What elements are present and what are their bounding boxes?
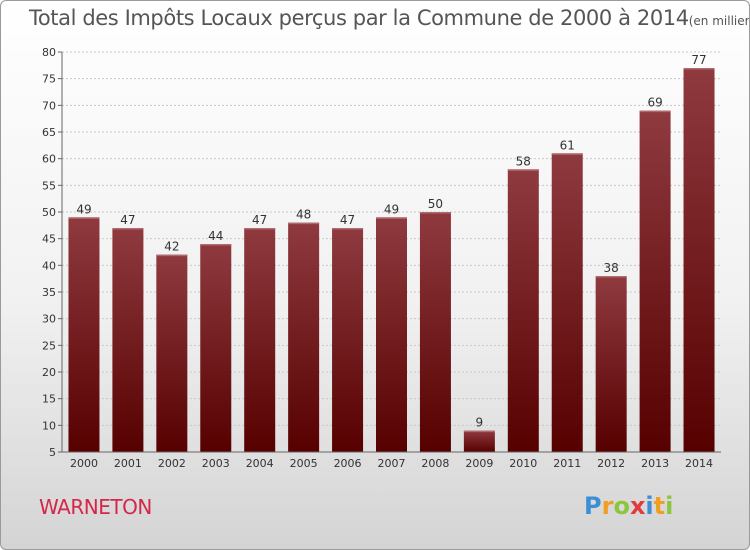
data-label: 44 (208, 229, 223, 243)
bar-highlight (376, 217, 407, 219)
y-tick-label: 35 (42, 286, 56, 299)
bar-2012 (595, 276, 627, 452)
bar-highlight (595, 276, 627, 278)
bar-2007 (376, 217, 407, 452)
bar-highlight (156, 254, 188, 257)
chart-title: Total des Impôts Locaux perçus par la Co… (29, 6, 750, 30)
x-tick-label: 2006 (334, 457, 362, 470)
y-tick-label: 55 (42, 179, 56, 192)
x-tick-label: 2002 (158, 457, 186, 470)
data-label: 38 (604, 261, 619, 275)
y-tick-label: 65 (42, 126, 56, 139)
bar-highlight (332, 228, 364, 230)
bar-2003 (200, 244, 232, 452)
data-label: 49 (384, 202, 399, 216)
commune-name: WARNETON (39, 495, 152, 519)
bar-highlight (639, 110, 671, 113)
proxiti-logo[interactable]: Proxiti (584, 492, 673, 520)
y-tick-label: 10 (42, 419, 56, 432)
logo-letter: o (613, 492, 630, 520)
logo-letter: t (653, 492, 666, 520)
data-label: 47 (120, 213, 135, 227)
bar-highlight (463, 430, 495, 433)
bar-2002 (156, 254, 188, 452)
y-tick-label: 25 (42, 339, 56, 352)
x-tick-label: 2009 (465, 457, 493, 470)
data-label: 9 (476, 416, 484, 430)
x-tick-label: 2014 (685, 457, 713, 470)
data-label: 58 (516, 154, 531, 168)
bar-highlight (244, 228, 276, 230)
data-label: 50 (428, 197, 443, 211)
unit-label: (en milliers d'€) (688, 14, 750, 28)
bar-highlight (419, 212, 451, 214)
y-tick-label: 45 (42, 233, 56, 246)
logo-letter: i (645, 492, 654, 520)
x-tick-label: 2003 (202, 457, 230, 470)
x-tick-label: 2005 (290, 457, 318, 470)
data-label: 42 (164, 240, 179, 254)
logo-letter: x (629, 492, 646, 520)
bar-2009 (463, 430, 495, 452)
bar-2014 (683, 68, 715, 452)
y-tick-label: 70 (42, 99, 56, 112)
y-tick-label: 80 (42, 46, 56, 59)
bar-highlight (683, 68, 715, 70)
data-label: 49 (76, 202, 91, 216)
bars: 49 47 42 44 47 48 47 49 50 9 58 61 38 69 77 (68, 53, 715, 453)
x-axis: 2000 2001 2002 2003 2004 2005 2006 2007 2008 2009… (62, 451, 721, 470)
y-tick-label: 40 (42, 259, 56, 272)
bar-2005 (288, 222, 320, 452)
y-tick-label: 50 (42, 206, 56, 219)
logo-letter: r (601, 492, 614, 520)
y-tick-label: 20 (42, 366, 56, 379)
x-tick-label: 2008 (421, 457, 449, 470)
logo-letter: i (665, 492, 674, 520)
x-tick-label: 2000 (70, 457, 98, 470)
x-tick-label: 2013 (641, 457, 669, 470)
bar-2004 (244, 228, 276, 452)
bar-2000 (68, 217, 100, 452)
title-text: Total des Impôts Locaux perçus par la Co… (29, 6, 689, 30)
bar-2006 (332, 228, 364, 452)
data-label: 47 (340, 213, 355, 227)
bar-2010 (507, 169, 539, 453)
data-label: 77 (691, 53, 706, 67)
y-tick-label: 15 (42, 393, 56, 406)
y-tick-label: 5 (49, 446, 56, 459)
x-tick-label: 2001 (114, 457, 142, 470)
data-label: 61 (560, 138, 575, 152)
x-tick-label: 2012 (597, 457, 625, 470)
bar-highlight (200, 244, 232, 246)
bar-highlight (507, 169, 539, 171)
bar-highlight (68, 217, 100, 219)
bar-highlight (288, 222, 320, 225)
data-label: 69 (647, 96, 662, 110)
x-tick-label: 2007 (378, 457, 406, 470)
y-tick-label: 75 (42, 73, 56, 86)
y-axis: 5 10 15 20 25 30 35 40 45 50 55 60 65 70 75 80 (42, 46, 63, 459)
bar-2011 (551, 153, 583, 453)
y-tick-label: 60 (42, 153, 56, 166)
bar-highlight (551, 153, 583, 155)
bar-2001 (112, 228, 144, 452)
data-label: 48 (296, 208, 311, 222)
logo-letter: P (584, 492, 602, 520)
bar-2013 (639, 110, 671, 453)
y-tick-label: 30 (42, 313, 56, 326)
x-tick-label: 2004 (246, 457, 274, 470)
x-tick-label: 2010 (509, 457, 537, 470)
bar-2008 (419, 212, 451, 452)
x-tick-label: 2011 (553, 457, 581, 470)
bar-highlight (112, 228, 144, 230)
data-label: 47 (252, 213, 267, 227)
